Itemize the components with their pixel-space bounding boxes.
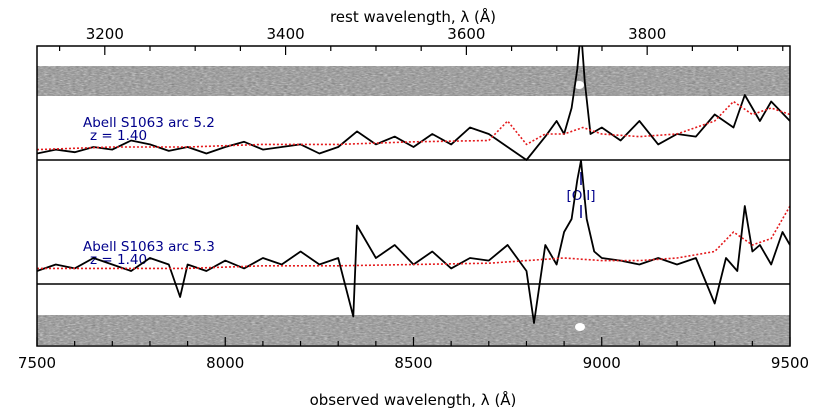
panel-label-arc-5-2: Abell S1063 arc 5.2 [83,115,215,131]
top-tick-label: 3400 [266,25,304,43]
plot-frame [36,45,791,347]
top-axis-title: rest wavelength, λ (Å) [330,7,496,26]
observed-spectrum-panel-1 [37,46,790,161]
top-tick-label: 3800 [628,25,666,43]
2d-spectrum-strip-top [37,66,790,96]
bottom-tick-label: 7500 [18,354,56,372]
oii-line-label: [OII] [566,188,595,204]
top-tick-label: 3600 [447,25,485,43]
panel-label-arc-5-3: Abell S1063 arc 5.3 [83,239,215,255]
observed-spectrum-panel-2 [37,159,790,324]
panel-redshift-arc-5-3: z = 1.40 [90,252,147,268]
top-tick-label: 3200 [86,25,124,43]
bottom-tick-label: 8500 [394,354,432,372]
bottom-tick-label: 8000 [206,354,244,372]
oii-emission-blob-bottom [575,323,585,331]
oii-emission-blob-top [574,81,584,89]
bottom-tick-label: 9500 [771,354,809,372]
model-spectrum-panel-2 [37,205,790,270]
bottom-tick-label: 9000 [583,354,621,372]
bottom-axis-title: observed wavelength, λ (Å) [310,390,517,409]
